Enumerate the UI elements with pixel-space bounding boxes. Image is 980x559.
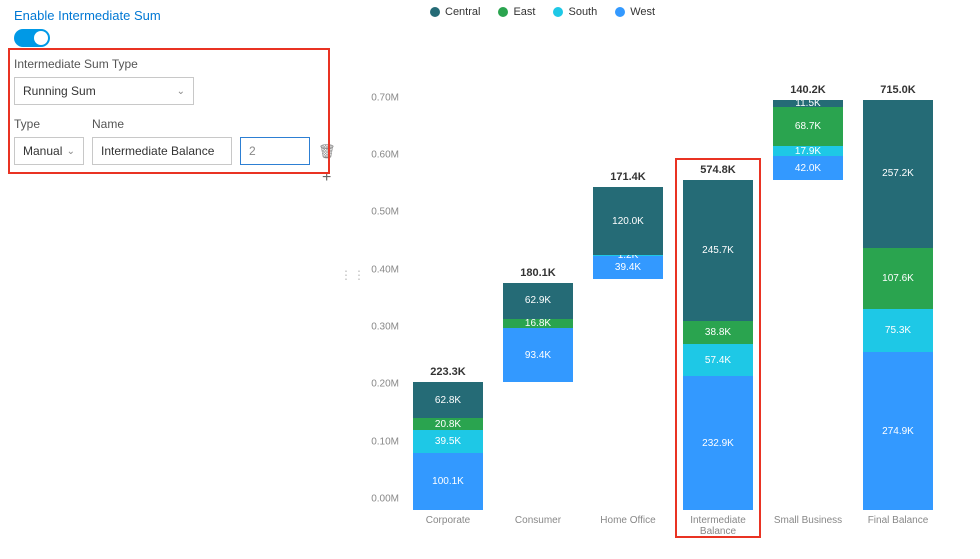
bar[interactable]: 39.4K1.2K120.0K171.4K (593, 187, 663, 510)
plot-area: 0.00M0.10M0.20M0.30M0.40M0.50M0.60M0.70M… (405, 80, 965, 510)
bar-segment[interactable]: 75.3K (863, 309, 933, 352)
bar-segment[interactable]: 17.9K (773, 146, 843, 156)
y-tick: 0.60M (371, 150, 405, 161)
bar-segment[interactable]: 62.8K (413, 382, 483, 418)
legend-swatch (430, 7, 440, 17)
legend-item[interactable]: West (615, 6, 655, 18)
bar-segment[interactable]: 1.2K (593, 255, 663, 256)
bar[interactable]: 93.4K16.8K62.9K180.1K (503, 283, 573, 510)
y-tick: 0.00M (371, 494, 405, 505)
y-tick: 0.10M (371, 436, 405, 447)
bar[interactable]: 274.9K75.3K107.6K257.2K715.0K (863, 100, 933, 510)
sum-type-label: Intermediate Sum Type (14, 57, 344, 71)
x-category-label: Corporate (403, 510, 493, 526)
x-category-label: Final Balance (853, 510, 943, 526)
x-category-label: Home Office (583, 510, 673, 526)
bar-segment[interactable]: 20.8K (413, 418, 483, 430)
panel-title: Enable Intermediate Sum (14, 8, 344, 23)
y-tick: 0.40M (371, 264, 405, 275)
bar-segment[interactable]: 11.5K (773, 100, 843, 107)
legend-swatch (553, 7, 563, 17)
legend-item[interactable]: East (498, 6, 535, 18)
bar-segment[interactable]: 93.4K (503, 328, 573, 382)
type-label: Type (14, 117, 40, 131)
bar-segment[interactable]: 274.9K (863, 352, 933, 510)
bar-total: 140.2K (773, 84, 843, 100)
index-input[interactable] (240, 137, 310, 165)
legend-item[interactable]: Central (430, 6, 480, 18)
y-tick: 0.20M (371, 379, 405, 390)
legend-swatch (498, 7, 508, 17)
legend-swatch (615, 7, 625, 17)
y-tick: 0.70M (371, 92, 405, 103)
legend: Central East South West (430, 6, 655, 18)
bar-total: 223.3K (413, 366, 483, 382)
bar-segment[interactable]: 232.9K (683, 376, 753, 510)
bar-segment[interactable]: 16.8K (503, 319, 573, 329)
bar[interactable]: 42.0K17.9K68.7K11.5K140.2K (773, 100, 843, 510)
x-category-label: Intermediate Balance (673, 510, 763, 537)
chevron-down-icon: ⌄ (177, 86, 185, 97)
bar-segment[interactable]: 68.7K (773, 107, 843, 146)
bar-segment[interactable]: 38.8K (683, 321, 753, 343)
legend-label: South (568, 6, 597, 18)
legend-label: Central (445, 6, 480, 18)
bar-total: 715.0K (863, 84, 933, 100)
type-select[interactable]: Manual ⌄ (14, 137, 84, 165)
chart: 0.00M 0.10M 0.20M 0.30M 0.40M 0.50M 0.60M 0.70M… (355, 60, 970, 550)
legend-label: East (513, 6, 535, 18)
bar-total: 180.1K (503, 267, 573, 283)
x-category-label: Small Business (763, 510, 853, 526)
bar-total: 171.4K (593, 171, 663, 187)
bar-segment[interactable]: 100.1K (413, 453, 483, 510)
add-icon[interactable]: + (322, 169, 344, 187)
name-label: Name (92, 117, 124, 131)
bar-segment[interactable]: 245.7K (683, 180, 753, 321)
bar-segment[interactable]: 257.2K (863, 100, 933, 247)
bar-segment[interactable]: 107.6K (863, 248, 933, 310)
trash-icon[interactable]: 🗑 (318, 143, 336, 160)
bar-segment[interactable]: 42.0K (773, 156, 843, 180)
bar-segment[interactable]: 57.4K (683, 344, 753, 377)
bar-segment[interactable]: 62.9K (503, 283, 573, 319)
legend-label: West (630, 6, 655, 18)
type-value: Manual (23, 144, 62, 158)
y-tick: 0.30M (371, 322, 405, 333)
bar-segment[interactable]: 39.5K (413, 430, 483, 453)
y-tick: 0.50M (371, 207, 405, 218)
bar[interactable]: 232.9K57.4K38.8K245.7K574.8K (683, 180, 753, 510)
bar-total: 574.8K (683, 164, 753, 180)
chevron-down-icon: ⌄ (67, 146, 75, 157)
x-category-label: Consumer (493, 510, 583, 526)
sum-type-value: Running Sum (23, 84, 96, 98)
settings-panel: Enable Intermediate Sum Intermediate Sum… (14, 8, 344, 187)
bar[interactable]: 100.1K39.5K20.8K62.8K223.3K (413, 382, 483, 510)
sum-type-select[interactable]: Running Sum ⌄ (14, 77, 194, 105)
enable-toggle[interactable] (14, 29, 50, 47)
bar-segment[interactable]: 120.0K (593, 187, 663, 256)
legend-item[interactable]: South (553, 6, 597, 18)
name-input[interactable] (92, 137, 232, 165)
